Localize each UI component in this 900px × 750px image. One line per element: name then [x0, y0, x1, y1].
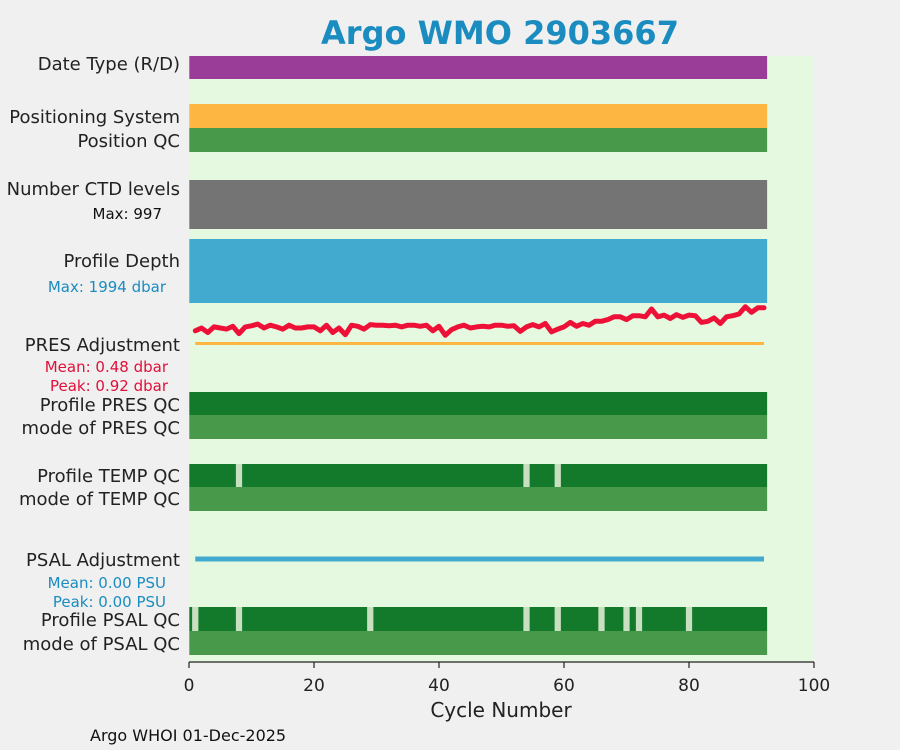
label-mode-psal-qc: mode of PSAL QC — [23, 634, 180, 655]
bar-profile-psal-qc-gap — [554, 607, 561, 631]
x-tick-label: 80 — [678, 676, 700, 696]
bar-positioning-system — [189, 104, 768, 128]
psal-adjustment-peak: Peak: 0.00 PSU — [53, 593, 166, 611]
label-profile-pres-qc: Profile PRES QC — [40, 395, 180, 416]
label-psal-adjustment: PSAL Adjustment — [26, 550, 180, 571]
chart-title: Argo WMO 2903667 — [321, 14, 679, 52]
label-ctd-levels: Number CTD levels — [7, 179, 180, 200]
x-tick-label: 100 — [798, 676, 830, 696]
bar-mode-pres-qc — [189, 415, 768, 439]
bar-profile-temp-qc — [189, 464, 768, 487]
label-mode-pres-qc: mode of PRES QC — [22, 418, 180, 439]
bar-profile-psal-qc-gap — [192, 607, 199, 631]
label-position-qc: Position QC — [77, 131, 180, 152]
label-positioning-system: Positioning System — [9, 107, 180, 128]
footer-credit: Argo WHOI 01-Dec-2025 — [90, 726, 286, 745]
x-tick-label: 0 — [184, 676, 195, 696]
x-tick-label: 60 — [553, 676, 575, 696]
pres-adjustment-trace — [192, 304, 767, 338]
bar-profile-psal-qc-gap — [598, 607, 605, 631]
bar-profile-temp-qc-gap — [235, 464, 243, 487]
qc-bars — [189, 56, 768, 655]
label-pres-adjustment: PRES Adjustment — [25, 335, 180, 356]
label-profile-depth: Profile Depth — [63, 251, 180, 272]
bar-profile-psal-qc-gap — [523, 607, 530, 631]
x-tick-label: 40 — [428, 676, 450, 696]
label-profile-temp-qc: Profile TEMP QC — [37, 466, 180, 487]
bar-profile-psal-qc-gap — [235, 607, 243, 631]
label-profile-psal-qc: Profile PSAL QC — [41, 610, 180, 631]
bar-profile-temp-qc-gap — [523, 464, 530, 487]
pres-adjustment-mean: Mean: 0.48 dbar — [45, 358, 169, 376]
bar-mode-psal-qc — [189, 631, 768, 655]
pres-adjustment-series — [192, 304, 767, 338]
bar-profile-psal-qc-gap — [623, 607, 630, 631]
bar-profile-pres-qc — [189, 392, 768, 415]
bar-profile-temp-qc-gap — [554, 464, 561, 487]
psal-adjustment-mean: Mean: 0.00 PSU — [48, 574, 166, 592]
x-axis-label: Cycle Number — [430, 698, 572, 722]
bar-ctd-levels — [189, 180, 768, 229]
bar-position-qc — [189, 128, 768, 152]
bar-profile-psal-qc-gap — [635, 607, 643, 631]
bar-profile-psal-qc-gap — [685, 607, 693, 631]
pres-adjustment-peak: Peak: 0.92 dbar — [50, 377, 169, 395]
bar-profile-psal-qc-gap — [367, 607, 374, 631]
profile-depth-max: Max: 1994 dbar — [48, 278, 167, 296]
bar-mode-temp-qc — [189, 487, 768, 511]
bar-profile-psal-qc — [189, 607, 768, 631]
x-tick-label: 20 — [303, 676, 325, 696]
x-axis: 0 20 40 60 80 100 — [184, 661, 830, 696]
bar-profile-depth — [189, 239, 768, 303]
label-mode-temp-qc: mode of TEMP QC — [19, 489, 180, 510]
label-date-type: Date Type (R/D) — [38, 54, 180, 75]
bar-date-type — [189, 56, 768, 79]
ctd-levels-max: Max: 997 — [93, 205, 162, 223]
